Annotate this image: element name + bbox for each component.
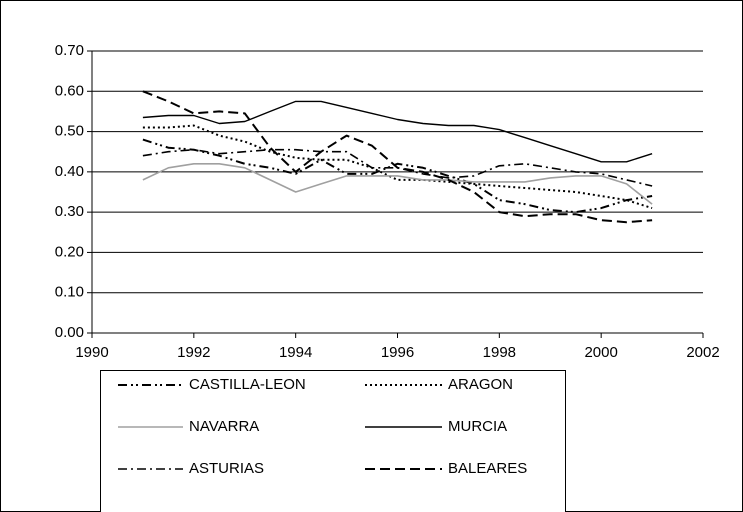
x-tick-label: 1998 [483, 344, 516, 361]
x-tick-label: 1990 [75, 344, 108, 361]
legend-label: BALEARES [448, 460, 527, 477]
series-line [142, 90, 653, 224]
y-tick-label: 0.60 [55, 82, 84, 99]
series-line [142, 163, 653, 205]
legend-label: ARAGON [448, 376, 513, 393]
y-tick-label: 0.20 [55, 243, 84, 260]
x-tick-label: 1996 [381, 344, 414, 361]
y-tick-label: 0.10 [55, 284, 84, 301]
x-tick-label: 2002 [686, 344, 719, 361]
legend-label: NAVARRA [189, 418, 259, 435]
series-line [142, 100, 653, 163]
legend-label: MURCIA [448, 418, 507, 435]
y-tick-label: 0.50 [55, 123, 84, 140]
x-tick-label: 1994 [279, 344, 312, 361]
x-tick-label: 1992 [177, 344, 210, 361]
x-tick-label: 2000 [584, 344, 617, 361]
y-tick-label: 0.30 [55, 203, 84, 220]
y-tick-label: 0.40 [55, 163, 84, 180]
y-tick-label: 0.70 [55, 42, 84, 59]
y-tick-label: 0.00 [55, 324, 84, 341]
legend-label: ASTURIAS [189, 460, 264, 477]
legend-box [100, 370, 566, 512]
series-line [142, 138, 653, 214]
legend-label: CASTILLA-LEON [189, 376, 306, 393]
